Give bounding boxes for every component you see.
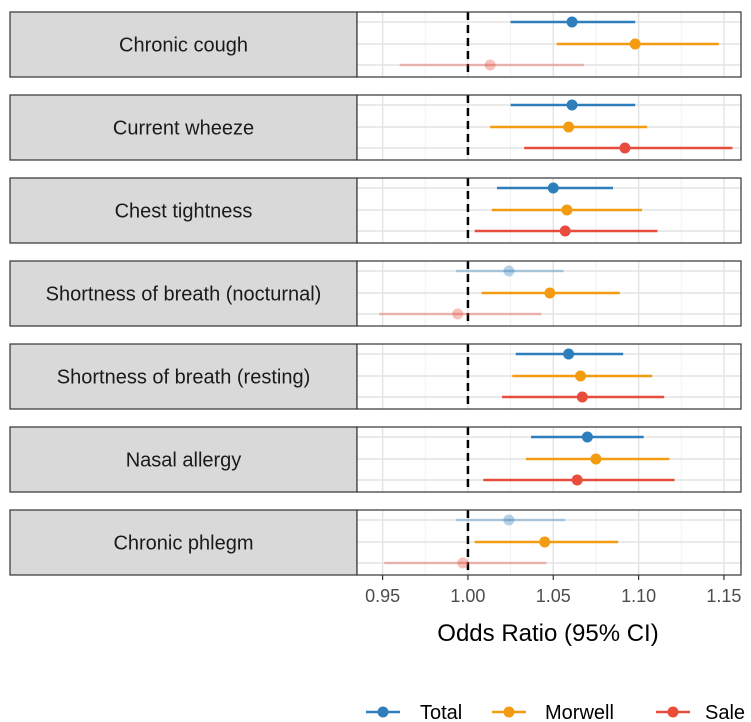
facet-strip [9,177,358,244]
panel-border [356,94,742,161]
panel-border [356,260,742,327]
panel-border [356,343,742,410]
x-tick-label: 1.00 [450,586,485,606]
x-axis: 0.95 1.00 1.05 1.10 1.15 [365,575,741,606]
facet-panel: Chronic phlegm [9,509,742,576]
point-estimate [619,142,631,154]
legend-key-point [667,706,679,718]
facet-strip [9,509,358,576]
point-estimate [571,474,583,486]
legend-item: Total [366,702,462,722]
point-estimate [484,59,496,71]
point-estimate [563,121,575,133]
facet-label: Chronic cough [119,35,248,57]
facet-strip [9,426,358,493]
panel-border [356,426,742,493]
legend-key-point [377,706,389,718]
x-tick-label: 0.95 [365,586,400,606]
point-estimate [559,225,571,237]
facet-panel: Chronic cough [9,11,742,78]
point-estimate [566,16,578,28]
panel-border [356,509,742,576]
legend-label: Total [420,702,462,722]
point-estimate [547,182,559,194]
facet-panel: Nasal allergy [9,426,742,493]
point-estimate [561,204,573,216]
point-estimate [575,370,587,382]
point-estimate [576,391,588,403]
panel-border [356,177,742,244]
point-estimate [503,514,515,526]
legend-label: Morwell [545,702,614,722]
facet-strip [9,260,358,327]
legend-label: Sale [705,702,745,722]
point-estimate [566,99,578,111]
legend-item: Morwell [492,702,614,722]
facet-label: Chest tightness [115,201,253,223]
point-estimate [590,453,602,465]
x-axis-title: Odds Ratio (95% CI) [437,620,658,647]
facet-panel: Shortness of breath (resting) [9,343,742,410]
point-estimate [581,431,593,443]
facet-panel: Chest tightness [9,177,742,244]
facet-strip [9,343,358,410]
facet-panels: Chronic cough Current wheeze Chest tightne… [9,11,742,576]
facet-label: Current wheeze [113,118,254,140]
point-estimate [544,287,556,299]
point-estimate [503,265,515,277]
facet-label: Chronic phlegm [113,533,253,555]
facet-label: Shortness of breath (resting) [57,367,310,389]
point-estimate [457,557,469,569]
point-estimate [629,38,641,50]
x-tick-label: 1.05 [536,586,571,606]
facet-label: Nasal allergy [126,450,242,472]
x-tick-label: 1.15 [706,586,741,606]
legend-item: Sale [656,702,745,722]
facet-strip [9,11,358,78]
facet-panel: Current wheeze [9,94,742,161]
facet-strip [9,94,358,161]
facet-panel: Shortness of breath (nocturnal) [9,260,742,327]
point-estimate [563,348,575,360]
point-estimate [452,308,464,320]
legend-key-point [503,706,515,718]
point-estimate [539,536,551,548]
legend: Total Morwell Sale [366,702,745,722]
facet-label: Shortness of breath (nocturnal) [46,284,322,306]
x-tick-label: 1.10 [621,586,656,606]
panel-border [356,11,742,78]
